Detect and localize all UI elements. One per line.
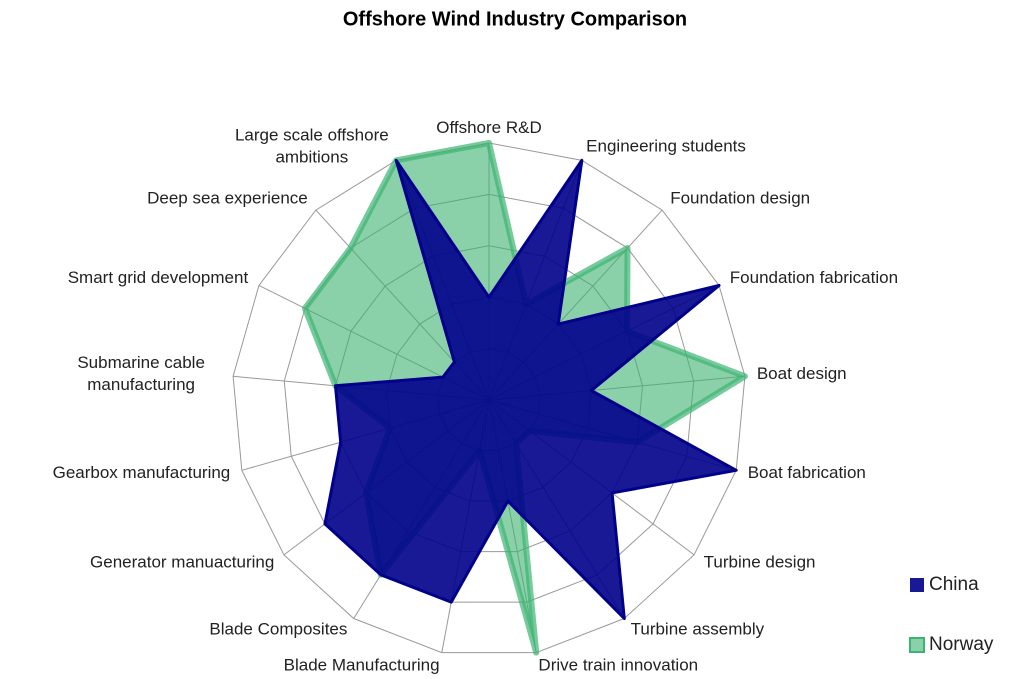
radar-area — [323, 158, 738, 621]
chart-title: Offshore Wind Industry Comparison — [343, 8, 687, 30]
category-label: Boat design — [757, 364, 847, 383]
legend-label: China — [929, 574, 979, 595]
category-label: Gearbox manufacturing — [53, 464, 231, 483]
category-label: Deep sea experience — [147, 189, 308, 208]
grid-ring — [232, 142, 746, 654]
category-label: Blade Manufacturing — [284, 656, 440, 675]
category-label: Foundation design — [670, 189, 810, 208]
category-label: Engineering students — [586, 137, 746, 156]
category-label: Submarine cable manufacturing — [77, 353, 205, 394]
category-label: Large scale offshore ambitions — [235, 126, 389, 167]
category-label: Foundation fabrication — [730, 269, 898, 288]
category-label: Drive train innovation — [538, 656, 698, 675]
category-label: Smart grid development — [68, 269, 249, 288]
category-label: Turbine design — [704, 553, 816, 572]
legend-label: Norway — [929, 634, 994, 655]
category-label: Boat fabrication — [748, 464, 866, 483]
category-label: Generator manuacturing — [90, 553, 274, 572]
legend-swatch — [910, 578, 924, 592]
category-label: Blade Composites — [209, 620, 347, 639]
legend-swatch — [909, 637, 925, 653]
category-label: Offshore R&D — [436, 118, 542, 137]
category-label: Turbine assembly — [631, 620, 765, 639]
